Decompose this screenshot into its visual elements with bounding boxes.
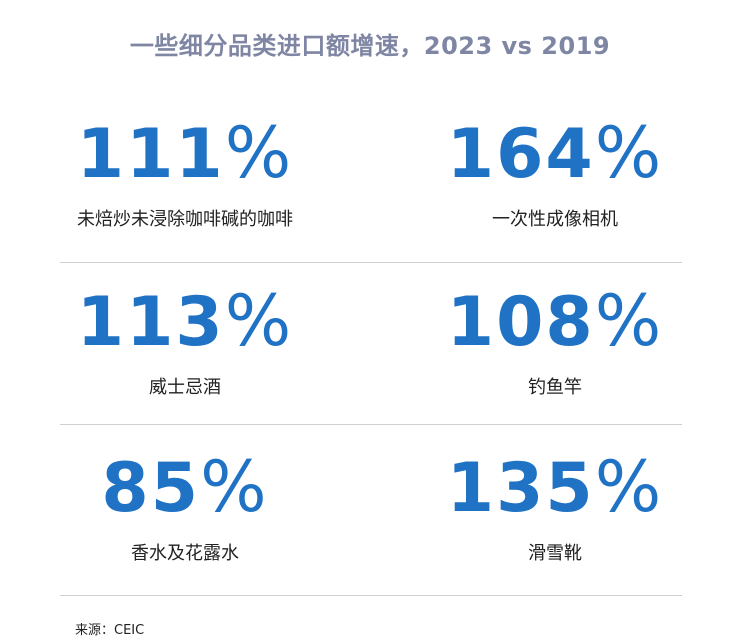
stat-value: 111%	[76, 112, 294, 194]
stat-label: 一次性成像相机	[492, 209, 618, 230]
stat-cell-camera: 164% 一次性成像相机	[370, 118, 740, 231]
row-divider	[60, 262, 682, 263]
stat-cell-fishing-rod: 108% 钓鱼竿	[370, 286, 740, 399]
stat-cell-ski-boots: 135% 滑雪靴	[370, 452, 740, 565]
stat-value: 85%	[101, 446, 269, 528]
stat-label: 滑雪靴	[528, 543, 582, 564]
stat-value: 164%	[446, 112, 664, 194]
stat-value: 113%	[76, 280, 294, 362]
stat-cell-whisky: 113% 威士忌酒	[0, 286, 370, 399]
stat-label: 未焙炒未浸除咖啡碱的咖啡	[77, 209, 293, 230]
stat-cell-perfume: 85% 香水及花露水	[0, 452, 370, 565]
stat-label: 香水及花露水	[131, 543, 239, 564]
stat-label: 威士忌酒	[149, 377, 221, 398]
stat-cell-coffee: 111% 未焙炒未浸除咖啡碱的咖啡	[0, 118, 370, 231]
chart-title: 一些细分品类进口额增速，2023 vs 2019	[129, 32, 611, 60]
source-note: 来源：CEIC	[75, 623, 145, 638]
row-divider	[60, 424, 682, 425]
stat-value: 135%	[446, 446, 664, 528]
stat-value: 108%	[446, 280, 664, 362]
row-divider	[60, 595, 682, 596]
stat-label: 钓鱼竿	[528, 377, 582, 398]
